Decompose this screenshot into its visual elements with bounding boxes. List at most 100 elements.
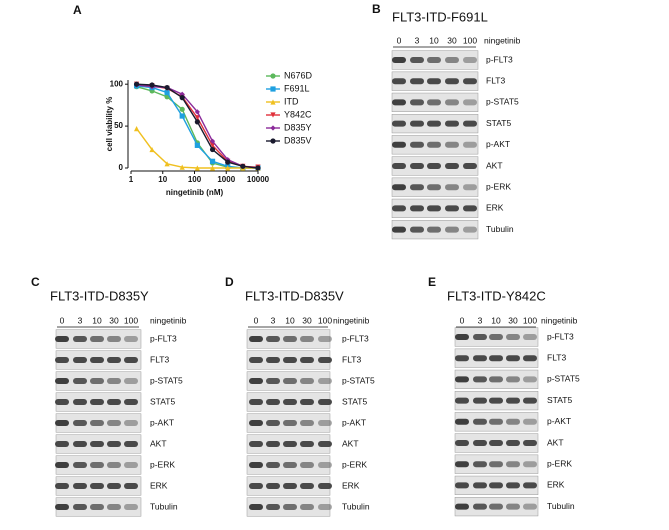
dose-label: 30 bbox=[302, 315, 312, 325]
blot-band bbox=[300, 462, 314, 468]
blot-band bbox=[392, 99, 406, 106]
y-tick-label: 100 bbox=[110, 79, 124, 88]
blot-band bbox=[107, 441, 121, 447]
blot-band bbox=[90, 483, 104, 489]
panel-label: A bbox=[73, 3, 82, 17]
blot-band bbox=[489, 461, 503, 468]
blot-band bbox=[107, 399, 121, 405]
blot-band bbox=[392, 163, 406, 169]
data-point bbox=[133, 126, 140, 132]
dose-label: 100 bbox=[318, 315, 332, 325]
blot-band bbox=[463, 78, 477, 85]
blot-band bbox=[90, 336, 104, 342]
row-label: p-FLT3 bbox=[547, 331, 574, 341]
row-label: p-ERK bbox=[342, 459, 367, 469]
panel-label: C bbox=[31, 275, 40, 289]
data-point bbox=[209, 146, 216, 153]
blot-band bbox=[73, 483, 87, 489]
data-point bbox=[164, 89, 170, 96]
blot-band bbox=[318, 420, 332, 426]
row-label: FLT3 bbox=[342, 354, 361, 364]
blot-band bbox=[73, 441, 87, 447]
blot-band bbox=[473, 397, 487, 404]
row-label: p-ERK bbox=[150, 459, 175, 469]
blot-band bbox=[266, 504, 280, 510]
blot-band bbox=[55, 504, 69, 510]
data-point bbox=[164, 84, 170, 91]
blot-band bbox=[90, 399, 104, 405]
blot-band bbox=[55, 441, 69, 447]
blot-band bbox=[410, 163, 424, 169]
blot-band bbox=[249, 420, 263, 426]
data-point bbox=[209, 165, 216, 171]
x-tick-label: 1 bbox=[129, 175, 134, 184]
blot-band bbox=[489, 418, 503, 425]
blot-band bbox=[124, 462, 138, 468]
blot-band bbox=[249, 462, 263, 468]
blot-band bbox=[90, 420, 104, 426]
blot-band bbox=[107, 420, 121, 426]
treatment-label: ningetinib bbox=[541, 315, 578, 325]
row-label: Tubulin bbox=[547, 501, 575, 511]
row-label: AKT bbox=[486, 160, 503, 170]
data-point bbox=[179, 95, 185, 101]
row-label: p-STAT5 bbox=[342, 375, 375, 385]
treatment-label: ningetinib bbox=[333, 315, 370, 325]
blot-band bbox=[124, 483, 138, 489]
blot-band bbox=[489, 503, 503, 510]
row-label: Tubulin bbox=[150, 501, 178, 511]
row-label: STAT5 bbox=[150, 396, 175, 406]
blot-band bbox=[55, 462, 69, 468]
blot-band bbox=[249, 378, 263, 384]
data-point bbox=[209, 138, 216, 144]
dose-label: 0 bbox=[60, 315, 65, 325]
row-label: p-AKT bbox=[150, 417, 174, 427]
row-label: STAT5 bbox=[342, 396, 367, 406]
blot-band bbox=[283, 336, 297, 342]
data-point bbox=[194, 115, 200, 121]
blot-band bbox=[300, 420, 314, 426]
dose-label: 0 bbox=[254, 315, 259, 325]
row-label: ERK bbox=[547, 480, 565, 490]
blot-band bbox=[392, 57, 406, 63]
row-label: p-ERK bbox=[486, 181, 511, 191]
blot-band bbox=[55, 378, 69, 384]
blot-band bbox=[249, 504, 263, 510]
blot-band bbox=[266, 483, 280, 489]
blot-band bbox=[73, 357, 87, 363]
dose-label: 100 bbox=[523, 315, 537, 325]
blot-band bbox=[318, 483, 332, 489]
blot-band bbox=[427, 226, 441, 233]
blot-band bbox=[283, 504, 297, 510]
blot-band bbox=[455, 397, 469, 404]
panel-label: D bbox=[225, 275, 234, 289]
dose-label: 100 bbox=[124, 315, 138, 325]
blot-band bbox=[55, 357, 69, 363]
blot-band bbox=[392, 226, 406, 233]
blot-band bbox=[249, 399, 263, 405]
blot-band bbox=[283, 378, 297, 384]
blot-band bbox=[473, 418, 487, 425]
data-point bbox=[179, 91, 185, 97]
row-label: ERK bbox=[342, 480, 360, 490]
blot-band bbox=[73, 378, 87, 384]
blot-band bbox=[90, 357, 104, 363]
blot-band bbox=[107, 483, 121, 489]
row-label: Tubulin bbox=[486, 224, 514, 234]
blot-band bbox=[318, 441, 332, 447]
blot-band bbox=[73, 420, 87, 426]
blot-title: FLT3-ITD-F691L bbox=[392, 9, 488, 24]
blot-band bbox=[55, 420, 69, 426]
data-point bbox=[179, 113, 185, 119]
blot-band bbox=[489, 334, 503, 340]
blot-band bbox=[523, 503, 537, 510]
dose-label: 0 bbox=[397, 35, 402, 45]
blot-band bbox=[410, 184, 424, 191]
blot-band bbox=[249, 357, 263, 363]
row-label: ERK bbox=[150, 480, 168, 490]
dose-label: 30 bbox=[109, 315, 119, 325]
data-point bbox=[270, 138, 276, 144]
blot-band bbox=[300, 504, 314, 510]
blot-band bbox=[445, 78, 459, 85]
data-point bbox=[255, 165, 261, 171]
